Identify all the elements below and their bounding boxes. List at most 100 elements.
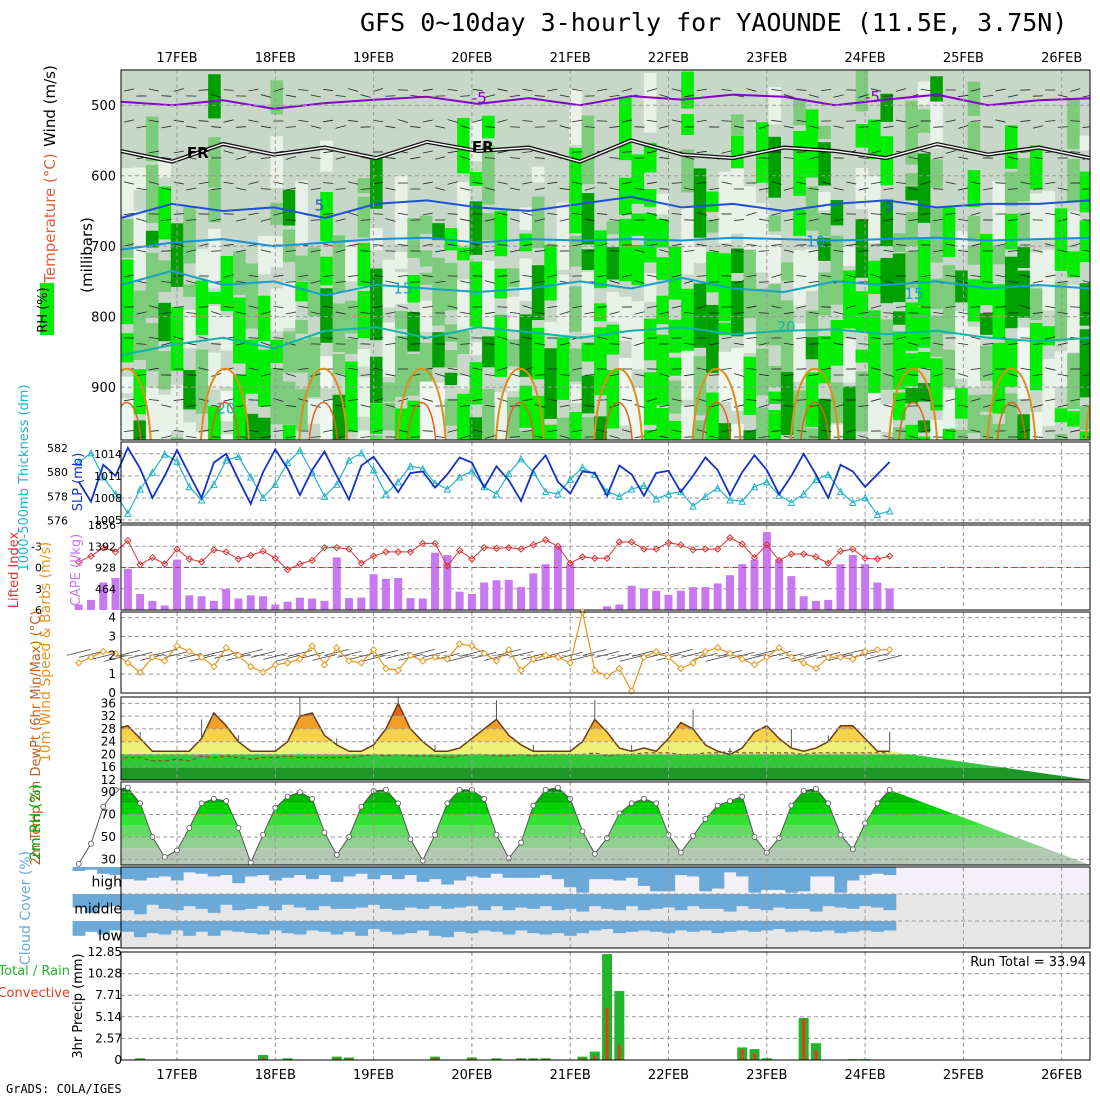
rh-cell <box>805 372 819 427</box>
rh-cell <box>917 153 931 223</box>
wind-barb <box>534 157 545 159</box>
wind-barb <box>945 212 956 216</box>
rh-cell <box>743 430 757 440</box>
wind-barb <box>348 306 359 308</box>
li-point <box>382 548 390 556</box>
precip-total-bar <box>602 954 613 1060</box>
rh-cell <box>208 352 221 390</box>
li-point <box>247 551 255 560</box>
rh-cell <box>158 186 171 240</box>
wind-barb <box>460 343 471 345</box>
wind-barb <box>920 181 931 185</box>
cloud-bar <box>465 867 479 877</box>
cloud-bar <box>84 921 98 932</box>
wind-barb <box>66 648 91 656</box>
wind-barb <box>211 187 222 191</box>
rh-cell <box>1067 411 1080 427</box>
li-point <box>505 543 513 552</box>
cape-bar <box>541 564 550 610</box>
wind-barb <box>447 429 458 433</box>
wind-barb <box>447 336 458 340</box>
wind-barb <box>659 435 670 439</box>
wind-barb <box>684 312 695 314</box>
wind-barb <box>173 181 184 185</box>
wind-barb <box>547 212 558 216</box>
cape-tick-label: 928 <box>95 562 116 575</box>
wind-barb <box>983 343 994 345</box>
wind-barb <box>607 652 632 660</box>
wind-barb <box>634 187 645 191</box>
rh-cell <box>394 272 408 304</box>
cloud-bar <box>183 894 196 907</box>
wind-barb <box>422 88 433 92</box>
wind-barb <box>671 213 682 215</box>
wind-barb <box>123 212 135 216</box>
cloud-row-label: middle <box>74 902 122 918</box>
wind-barb <box>609 157 620 159</box>
wind-barb <box>908 187 919 191</box>
wind-barb <box>758 373 770 377</box>
wind-barb <box>410 343 421 345</box>
li-point <box>87 552 95 560</box>
wind-barb <box>335 156 346 160</box>
rh-cell <box>656 334 669 406</box>
wind-barb <box>509 436 520 438</box>
wind-barb <box>285 435 296 439</box>
warm-contour <box>1084 400 1090 440</box>
wind-barb <box>360 436 371 438</box>
cloud-bar <box>121 867 135 880</box>
wind-barb <box>422 243 433 247</box>
wind-barb <box>895 430 906 432</box>
wind-barb <box>572 119 583 123</box>
thickness-point <box>259 493 267 502</box>
rh-cell <box>930 358 943 411</box>
cloud-bar <box>576 894 590 912</box>
cape-tick-label: 1392 <box>88 540 116 553</box>
wind-barb <box>347 88 359 92</box>
rh-point <box>788 802 795 809</box>
wind-barb <box>161 156 172 160</box>
wind-barb <box>920 213 931 215</box>
cloud-bar <box>588 867 602 880</box>
wind-barb <box>933 249 944 253</box>
wind-barb <box>372 181 384 185</box>
wind-barb <box>397 429 408 433</box>
wind-barb <box>597 213 608 215</box>
cloud-bar <box>195 867 209 874</box>
rh-cell <box>967 326 981 388</box>
precip-tick-label: 5.14 <box>95 1010 122 1024</box>
wind-speed-point <box>541 651 550 660</box>
cloud-bar <box>232 867 246 884</box>
wind-barb <box>945 306 956 308</box>
wind-barb <box>161 187 172 191</box>
rh-cell <box>370 435 383 440</box>
rh-cell <box>830 424 844 440</box>
warm-contour <box>789 367 840 440</box>
wind-barb <box>1045 120 1056 122</box>
wind-speed-point <box>124 659 132 667</box>
warm-contour <box>593 367 644 440</box>
wind-barb <box>920 274 931 278</box>
cape-bar <box>295 597 304 610</box>
thickness-point <box>222 456 230 464</box>
wind-barb <box>1045 274 1056 278</box>
wind-barb <box>348 181 359 185</box>
precip-convective-bar <box>335 1058 339 1060</box>
li-point <box>345 545 353 553</box>
wind-barb <box>572 243 583 247</box>
cape-bar <box>603 606 612 610</box>
li-point <box>713 545 722 553</box>
wind-barb <box>572 88 583 92</box>
wind-speed-point <box>763 653 771 661</box>
wind-barb <box>397 212 408 216</box>
cloud-bar <box>109 867 123 876</box>
rh-cell <box>506 268 520 288</box>
cape-bar <box>283 601 292 610</box>
wind-barb <box>497 398 508 402</box>
rh-cell <box>818 272 831 316</box>
rh-cell <box>1029 288 1043 321</box>
wind-barb <box>285 219 296 221</box>
wind-barb <box>945 368 956 370</box>
wind-barb <box>572 212 583 216</box>
